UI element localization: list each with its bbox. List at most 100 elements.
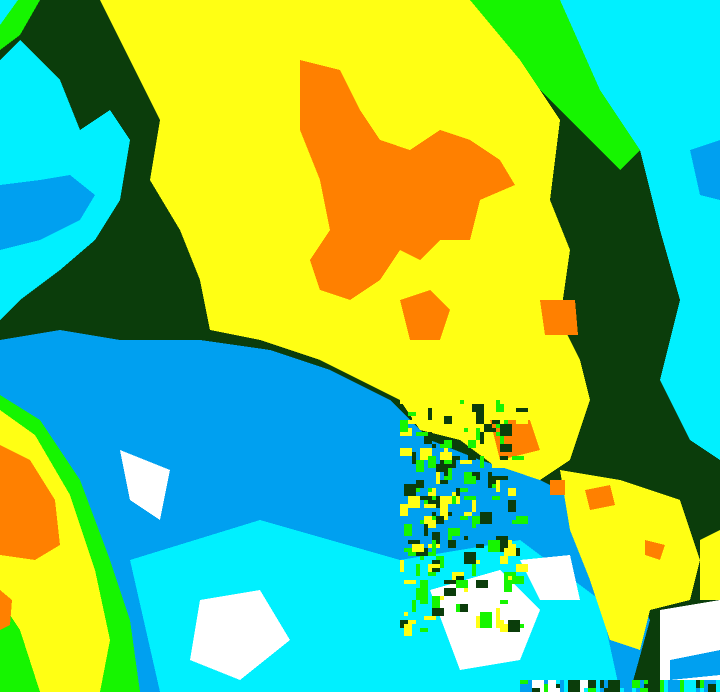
speckle	[480, 432, 484, 444]
speckle	[404, 580, 416, 584]
speckle	[652, 680, 660, 684]
speckle	[416, 480, 424, 488]
speckle	[508, 620, 520, 632]
speckle	[600, 680, 604, 688]
speckle	[440, 504, 448, 516]
speckle	[420, 580, 428, 592]
speckle	[492, 460, 504, 468]
speckle	[424, 448, 432, 456]
speckle	[508, 464, 520, 468]
speckle-texture	[400, 400, 720, 692]
speckle	[424, 500, 428, 504]
speckle	[604, 680, 608, 688]
speckle	[416, 460, 424, 472]
speckle	[452, 456, 460, 460]
speckle	[408, 412, 416, 416]
speckle	[628, 680, 632, 692]
speckle	[456, 580, 468, 588]
speckle	[460, 604, 468, 612]
speckle	[400, 504, 408, 516]
speckle	[472, 500, 476, 512]
speckle	[424, 616, 436, 620]
speckle	[516, 576, 524, 584]
speckle	[428, 552, 436, 556]
speckle	[472, 404, 484, 412]
speckle	[476, 428, 480, 440]
region-cyan-corner	[0, 0, 18, 25]
speckle	[492, 484, 496, 488]
speckle	[456, 404, 464, 412]
speckle	[496, 608, 500, 620]
speckle	[488, 476, 492, 480]
speckle	[404, 548, 412, 552]
speckle	[436, 472, 440, 484]
speckle	[404, 484, 416, 496]
speckle	[584, 680, 596, 688]
speckle	[480, 612, 492, 616]
speckle	[460, 460, 472, 464]
speckle	[408, 496, 412, 508]
speckle	[448, 540, 456, 548]
speckle	[548, 680, 552, 692]
speckle	[508, 500, 516, 512]
speckle	[632, 680, 640, 688]
speckle	[404, 420, 416, 424]
speckle	[448, 532, 452, 544]
speckle	[420, 628, 428, 632]
speckle	[428, 488, 436, 500]
speckle	[432, 516, 436, 520]
speckle	[452, 496, 456, 504]
speckle	[440, 444, 452, 448]
speckle	[464, 412, 468, 424]
speckle	[508, 488, 516, 496]
speckle	[704, 680, 708, 688]
speckle	[496, 480, 500, 492]
region-green-top-left	[0, 0, 40, 50]
speckle	[480, 456, 484, 468]
speckle	[484, 424, 492, 428]
speckle	[416, 564, 420, 576]
speckle	[516, 516, 528, 524]
speckle	[408, 540, 420, 544]
speckle	[464, 536, 468, 540]
speckle	[552, 680, 556, 692]
speckle	[684, 680, 696, 692]
speckle	[436, 464, 444, 472]
speckle	[432, 564, 440, 568]
speckle	[496, 620, 504, 628]
speckle	[480, 616, 492, 628]
speckle	[412, 600, 416, 612]
speckle	[500, 432, 504, 444]
speckle	[400, 448, 412, 456]
speckle	[556, 680, 560, 684]
speckle	[476, 544, 484, 548]
speckle	[512, 520, 516, 524]
speckle	[428, 456, 436, 468]
speckle	[500, 600, 508, 604]
speckle	[512, 456, 524, 460]
speckle	[404, 524, 412, 536]
speckle	[408, 552, 416, 556]
speckle	[456, 488, 468, 492]
speckle	[568, 680, 572, 688]
speckle	[488, 472, 492, 476]
speckle	[432, 540, 436, 552]
speckle	[700, 680, 704, 688]
speckle	[448, 528, 460, 536]
speckle	[496, 412, 504, 416]
speckle	[516, 564, 528, 572]
speckle	[500, 556, 508, 564]
speckle	[408, 620, 416, 624]
speckle	[400, 420, 408, 432]
speckle	[436, 516, 444, 524]
speckle	[668, 680, 680, 692]
speckle	[608, 680, 620, 692]
speckle	[504, 584, 512, 592]
speckle	[476, 560, 480, 564]
speckle	[428, 408, 432, 420]
speckle	[472, 516, 476, 528]
speckle	[428, 400, 436, 404]
region-yellow-lower-right	[560, 470, 720, 650]
speckle	[456, 576, 464, 580]
speckle	[624, 680, 628, 692]
